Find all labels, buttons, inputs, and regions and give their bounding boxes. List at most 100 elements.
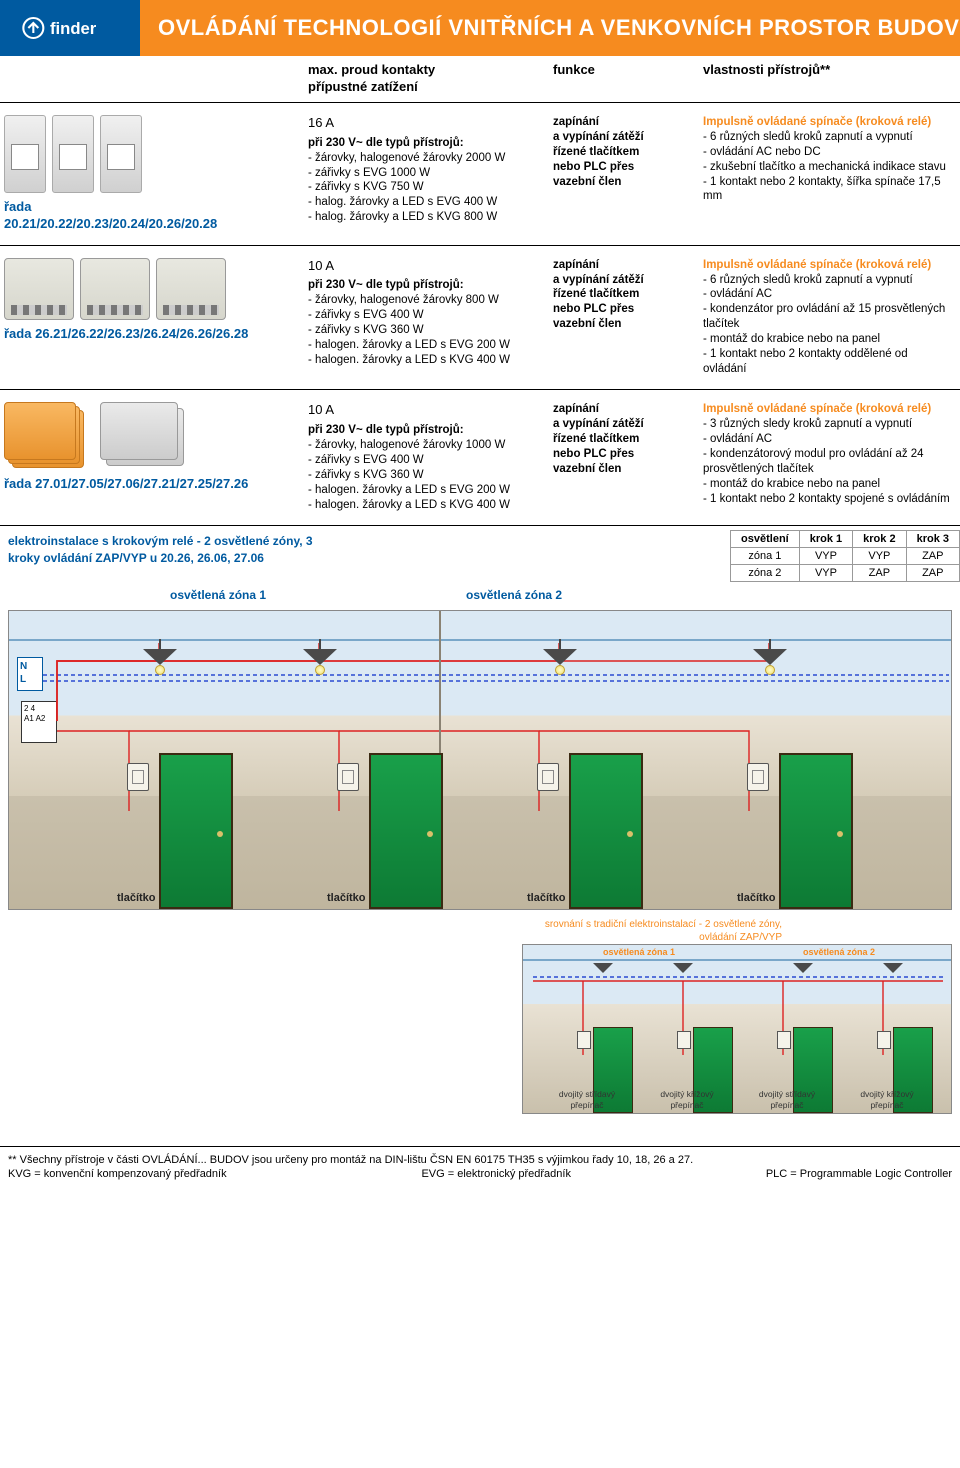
switch-icon (677, 1031, 691, 1049)
switch-type-label: dvojitý křížový přepínač (657, 1089, 717, 1111)
switch-icon (127, 763, 149, 791)
diagram-intro-line: elektroinstalace s krokovým relé - 2 osv… (0, 526, 370, 552)
switch-icon (747, 763, 769, 791)
current-rating: 10 A (308, 402, 537, 419)
table-header: osvětlení (731, 530, 800, 547)
product-row: řada 27.01/27.05/27.06/27.21/27.25/27.26… (0, 390, 960, 526)
switch-icon (337, 763, 359, 791)
lamp-icon (543, 643, 577, 677)
spec-line: - zářivky s EVG 1000 W (308, 166, 537, 181)
step-table: osvětlení krok 1 krok 2 krok 3 zóna 1 VY… (730, 530, 960, 583)
lamp-icon (793, 963, 813, 973)
prop-line: - montáž do krabice nebo na panel (703, 332, 952, 347)
col-header-props: vlastnosti přístrojů** (695, 56, 960, 102)
diagram-intro-line: kroky ovládání ZAP/VYP u 20.26, 26.06, 2… (0, 551, 370, 569)
spec-line: - halogen. žárovky a LED s EVG 200 W (308, 338, 537, 353)
table-header: krok 1 (799, 530, 852, 547)
series-code: 20.21/20.22/20.23/20.24/20.26/20.28 (4, 216, 217, 231)
table-cell: VYP (799, 547, 852, 564)
prop-line: - ovládání AC (703, 287, 952, 302)
zone-label: osvětlená zóna 2 (466, 588, 562, 604)
col-header-load: max. proud kontakty přípustné zatížení (300, 56, 545, 102)
brand-logo: finder (0, 0, 140, 56)
prop-line: - 6 různých sledů kroků zapnutí a vypnut… (703, 130, 952, 145)
table-cell: VYP (853, 547, 906, 564)
button-label: tlačítko (527, 891, 566, 905)
function-text: zapínání a vypínání zátěží řízené tlačít… (545, 111, 695, 237)
table-header: krok 2 (853, 530, 906, 547)
wiring-diagram-section: elektroinstalace s krokovým relé - 2 osv… (0, 526, 960, 1114)
product-image (156, 258, 226, 320)
footer-abbrev-evg: EVG = elektronický předřadník (421, 1167, 571, 1181)
zone-label: osvětlená zóna 1 (170, 588, 266, 604)
product-images (4, 402, 292, 460)
product-image (52, 115, 94, 193)
props-highlight: Impulsně ovládané spínače (kroková relé) (703, 115, 952, 130)
props-highlight: Impulsně ovládané spínače (kroková relé) (703, 258, 952, 273)
spec-line: - zářivky s KVG 360 W (308, 468, 537, 483)
small-room-scene: osvětlená zóna 1 osvětlená zóna 2 (522, 944, 952, 1114)
small-scene-title: srovnání s tradiční elektroinstalací - 2… (522, 918, 782, 944)
lamp-icon (143, 643, 177, 677)
spec-line: - žárovky, halogenové žárovky 1000 W (308, 438, 537, 453)
spec-heading: při 230 V~ dle typů přístrojů: (308, 423, 537, 438)
product-image (100, 402, 178, 460)
prop-line: - 3 různých sledy kroků zapnutí a vypnut… (703, 417, 952, 432)
product-image (80, 258, 150, 320)
lamp-icon (303, 643, 337, 677)
series-code: 27.01/27.05/27.06/27.21/27.25/27.26 (35, 476, 248, 491)
column-headers: max. proud kontakty přípustné zatížení f… (0, 56, 960, 103)
spec-line: - halogen. žárovky a LED s EVG 200 W (308, 483, 537, 498)
prop-line: - 1 kontakt nebo 2 kontakty, šířka spína… (703, 175, 952, 205)
table-cell: VYP (799, 565, 852, 582)
spec-line: - zářivky s KVG 360 W (308, 323, 537, 338)
page-title: OVLÁDÁNÍ TECHNOLOGIÍ VNITŘNÍCH A VENKOVN… (140, 0, 960, 56)
lamp-icon (883, 963, 903, 973)
footer-note: ** Všechny přístroje v části OVLÁDÁNÍ...… (8, 1153, 952, 1167)
table-cell: ZAP (906, 565, 959, 582)
spec-line: - halogen. žárovky a LED s KVG 400 W (308, 353, 537, 368)
table-cell: ZAP (906, 547, 959, 564)
door-icon (569, 753, 643, 909)
series-prefix: řada (4, 326, 31, 341)
prop-line: - ovládání AC (703, 432, 952, 447)
table-header: krok 3 (906, 530, 959, 547)
door-icon (779, 753, 853, 909)
current-rating: 16 A (308, 115, 537, 132)
prop-line: - 1 kontakt nebo 2 kontakty oddělené od … (703, 347, 952, 377)
door-icon (159, 753, 233, 909)
spec-line: - žárovky, halogenové žárovky 800 W (308, 293, 537, 308)
prop-line: - zkušební tlačítko a mechanická indikac… (703, 160, 952, 175)
table-cell: zóna 2 (731, 565, 800, 582)
spec-line: - zářivky s EVG 400 W (308, 308, 537, 323)
button-label: tlačítko (737, 891, 776, 905)
product-image (4, 258, 74, 320)
spec-line: - halog. žárovky a LED s KVG 800 W (308, 210, 537, 225)
product-images (4, 115, 292, 193)
spec-line: - zářivky s EVG 400 W (308, 453, 537, 468)
switch-type-label: dvojitý střídavý přepínač (557, 1089, 617, 1111)
lamp-icon (673, 963, 693, 973)
page-footer: ** Všechny přístroje v části OVLÁDÁNÍ...… (0, 1146, 960, 1194)
series-prefix: řada (4, 476, 31, 491)
series-prefix: řada (4, 199, 31, 214)
spec-heading: při 230 V~ dle typů přístrojů: (308, 136, 537, 151)
table-cell: ZAP (853, 565, 906, 582)
product-row: řada 26.21/26.22/26.23/26.24/26.26/26.28… (0, 246, 960, 391)
button-label: tlačítko (117, 891, 156, 905)
prop-line: - kondenzátorový modul pro ovládání až 2… (703, 447, 952, 477)
spec-line: - halogen. žárovky a LED s KVG 400 W (308, 498, 537, 513)
spec-line: - zářivky s KVG 750 W (308, 180, 537, 195)
page-header: finder OVLÁDÁNÍ TECHNOLOGIÍ VNITŘNÍCH A … (0, 0, 960, 56)
col-header-func: funkce (545, 56, 695, 102)
table-cell: zóna 1 (731, 547, 800, 564)
switch-icon (537, 763, 559, 791)
switch-icon (777, 1031, 791, 1049)
door-icon (369, 753, 443, 909)
spec-heading: při 230 V~ dle typů přístrojů: (308, 278, 537, 293)
series-code: 26.21/26.22/26.23/26.24/26.26/26.28 (35, 326, 248, 341)
product-image (4, 115, 46, 193)
product-row: řada 20.21/20.22/20.23/20.24/20.26/20.28… (0, 103, 960, 246)
prop-line: - montáž do krabice nebo na panel (703, 477, 952, 492)
product-images (4, 258, 292, 320)
